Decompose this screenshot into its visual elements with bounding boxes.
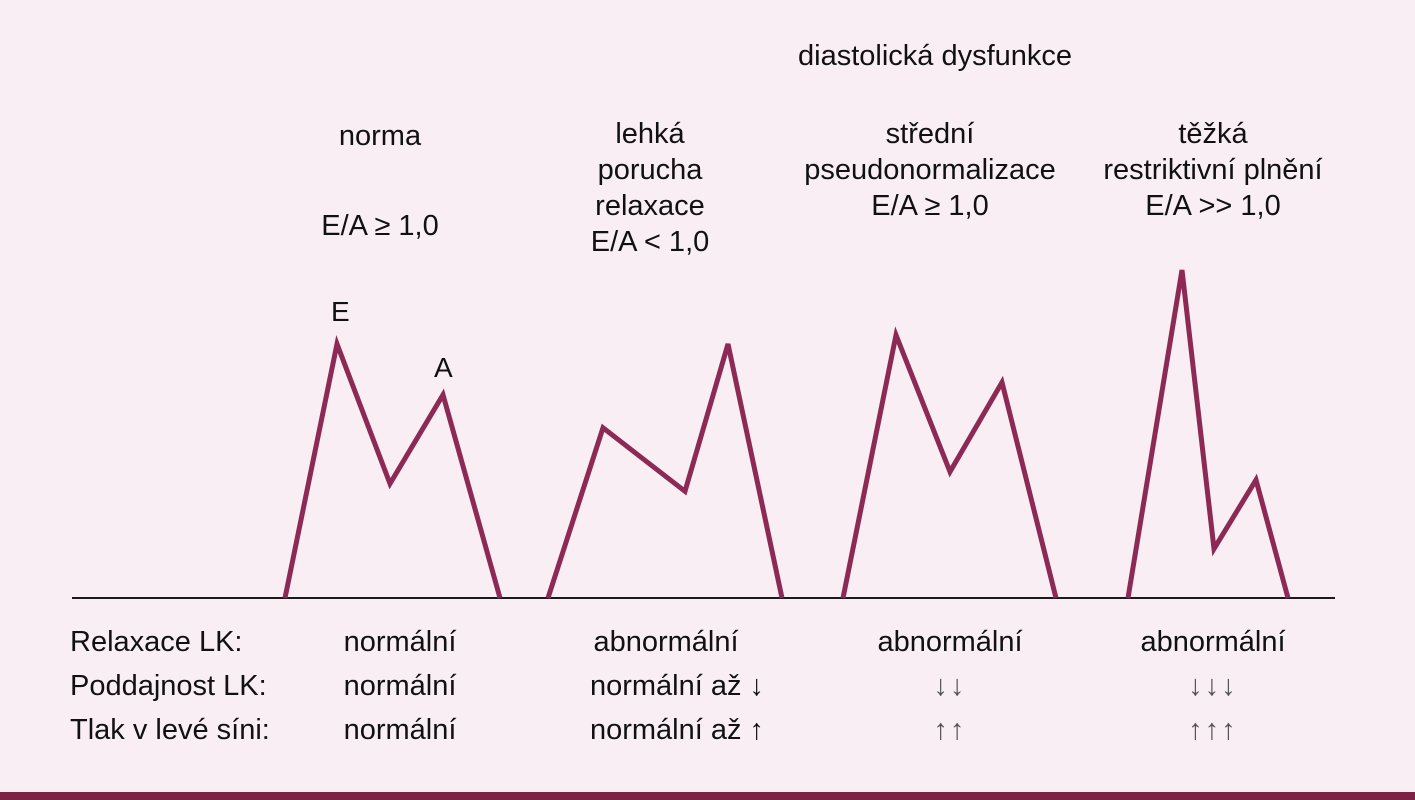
column-header-line: střední (885, 118, 975, 150)
column-header-line: E/A < 1,0 (590, 226, 710, 258)
cell-tlak-stredni: ↑↑ (933, 714, 967, 746)
cell-tlak-tezka: ↑↑↑ (1188, 714, 1238, 746)
waveform-tezka (1125, 269, 1291, 599)
cell-relaxace-stredni: abnormální (877, 626, 1023, 658)
cell-poddajnost-norma: normální (343, 670, 457, 702)
peak-label-e: E (331, 296, 350, 327)
diagram-header: diastolická dysfunkce (798, 40, 1073, 72)
cell-relaxace-tezka: abnormální (1140, 626, 1286, 658)
cell-relaxace-lehka: abnormální (593, 626, 739, 658)
cell-poddajnost-stredni: ↓↓ (933, 670, 967, 702)
column-header-line: relaxace (595, 190, 705, 222)
row-label-tlak: Tlak v levé síni: (70, 714, 270, 746)
column-header-line: restriktivní plnění (1103, 154, 1323, 186)
peak-label-a: A (434, 352, 453, 383)
cell-tlak-lehka: normální až ↑ (589, 714, 765, 746)
column-header-tezka: těžká restriktivní plnění E/A >> 1,0 (1103, 116, 1322, 224)
row-label-poddajnost: Poddajnost LK: (70, 670, 267, 702)
column-header-line: E/A ≥ 1,0 (321, 210, 439, 242)
waveform-stredni (840, 326, 1059, 599)
cell-tlak-norma: normální (343, 714, 457, 746)
column-header-line: E/A ≥ 1,0 (871, 190, 989, 222)
column-header-line: norma (338, 120, 422, 152)
cell-poddajnost-lehka: normální až ↓ (589, 670, 765, 702)
column-header-line: lehká (615, 118, 685, 150)
column-header-stredni: střední pseudonormalizace E/A ≥ 1,0 (804, 116, 1055, 224)
column-header-norma: norma E/A ≥ 1,0 (321, 118, 439, 244)
row-label-relaxace: Relaxace LK: (70, 626, 243, 658)
column-header-lehka: lehká porucha relaxace E/A < 1,0 (591, 116, 710, 260)
column-header-line: E/A >> 1,0 (1145, 190, 1281, 222)
waveform-norma (282, 335, 503, 599)
cell-poddajnost-tezka: ↓↓↓ (1188, 670, 1238, 702)
cell-relaxace-norma: normální (343, 626, 457, 658)
column-header-line: těžká (1178, 118, 1248, 150)
bottom-border (0, 792, 1415, 800)
column-header-line: porucha (597, 154, 703, 186)
waveform-lehka (545, 343, 785, 599)
column-header-line: pseudonormalizace (804, 154, 1056, 186)
